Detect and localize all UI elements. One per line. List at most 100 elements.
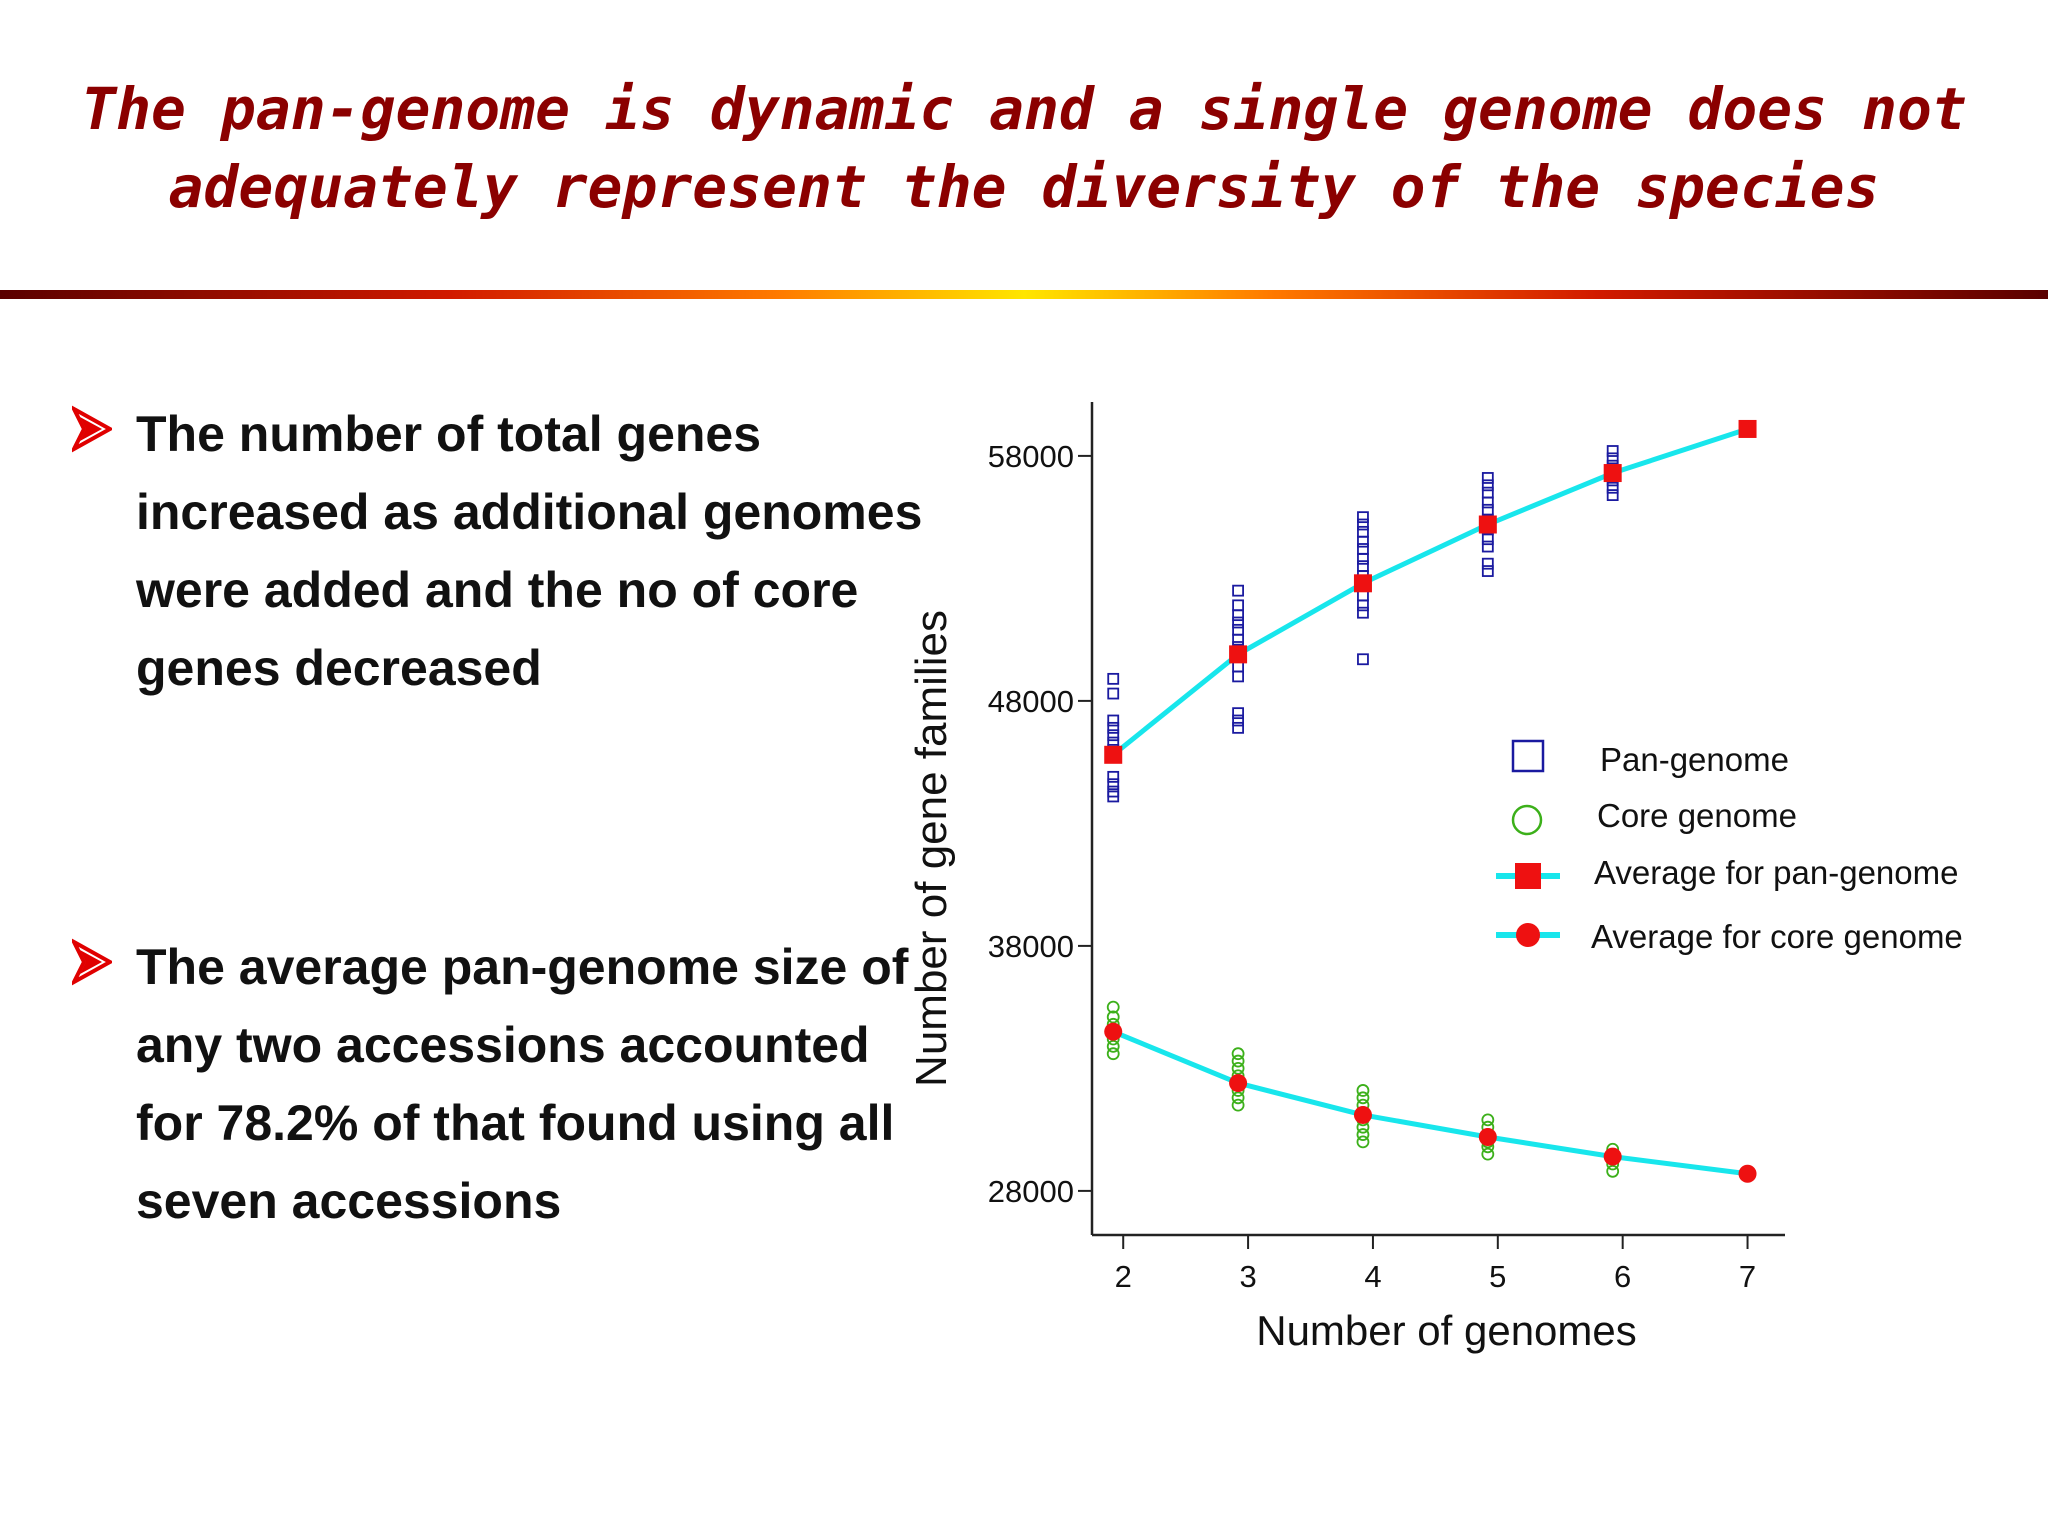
bullet-arrow-icon [72,405,112,453]
pan-genome-point [1357,552,1369,565]
core-genome-point [1106,1000,1120,1014]
core-genome-point [1231,1054,1245,1068]
pan-genome-point [1232,616,1244,629]
pan-genome-point [1357,606,1369,619]
pan-genome-point [1481,472,1494,484]
legend-average-pan-marker-icon [1515,863,1541,889]
average-pan-genome-marker [1603,464,1622,483]
bullet-text-1: The number of total genes increased as a… [136,406,923,696]
pan-genome-point [1107,714,1120,727]
slide-title-line-2: adequately represent the diversity of th… [168,153,1880,221]
legend-core-genome-icon [1511,804,1543,836]
slide-title-line-1: The pan-genome is dynamic and a single g… [81,75,1967,143]
pan-genome-point [1481,486,1494,499]
core-genome-point [1481,1147,1495,1161]
bullet-arrow-icon [72,938,112,986]
average-core-genome-line [1112,1029,1748,1177]
pan-genome-point [1232,707,1244,720]
pan-genome-point [1232,714,1244,727]
pan-genome-point [1107,721,1120,734]
average-pan-genome-marker [1353,574,1372,593]
core-genome-point [1356,1135,1370,1149]
y-tick-label: 48000 [988,684,1074,719]
x-tick-label: 6 [1614,1259,1631,1294]
average-core-genome-marker [1353,1105,1372,1124]
pan-genome-point [1481,540,1494,553]
pan-genome-point [1481,503,1494,516]
core-genome-point [1106,1039,1120,1053]
x-tick-label: 5 [1489,1259,1506,1294]
legend-label-core-genome: Core genome [1597,797,1797,834]
chart-axes: 28000 38000 48000 58000 2 3 4 5 6 7 [988,402,1785,1294]
core-genome-point [1356,1084,1370,1097]
x-tick-label: 4 [1364,1259,1381,1294]
pan-genome-point [1232,623,1244,636]
average-core-genome-marker [1603,1147,1622,1166]
pan-genome-point [1107,790,1120,803]
pan-genome-point [1232,584,1244,597]
chart-legend: Pan-genome Core genome Average for pan-g… [1496,739,1963,955]
average-core-genome-marker [1478,1128,1497,1146]
core-genome-point [1606,1164,1620,1178]
core-genome-point [1231,1047,1245,1061]
pan-genome-point [1232,670,1244,683]
pan-genome-point [1357,511,1369,524]
pan-genome-point [1481,496,1494,509]
pan-genome-point [1107,672,1120,685]
legend-pan-genome-icon [1511,739,1545,773]
pan-genome-point [1232,599,1244,612]
core-genome-point [1356,1128,1370,1141]
pan-genome-point [1357,518,1369,531]
pan-genome-point [1481,533,1494,546]
pan-genome-point [1357,560,1369,573]
legend-label-pan-genome: Pan-genome [1600,741,1789,778]
core-genome-point [1231,1091,1245,1105]
pan-genome-point [1606,481,1619,494]
average-core-genome-marker [1229,1074,1248,1093]
pan-genome-point [1357,525,1369,538]
y-tick-label: 58000 [988,439,1074,474]
pan-genome-point [1606,452,1619,465]
pan-genome-point [1107,687,1120,700]
y-axis-label: Number of gene families [907,610,956,1087]
pan-genome-point [1107,778,1120,791]
pan-genome-point [1481,557,1494,570]
pan-genome-point [1107,770,1120,783]
core-genome-point [1231,1062,1245,1075]
slide-title: The pan-genome is dynamic and a single g… [0,70,2048,226]
pan-genome-point [1357,653,1369,666]
average-pan-genome-marker [1738,419,1757,438]
y-tick-label: 28000 [988,1174,1074,1209]
average-pan-genome-marker [1229,645,1248,664]
average-core-genome-marker [1738,1164,1757,1183]
core-genome-point [1481,1113,1495,1127]
chart-series [1104,419,1757,1183]
pan-genome-point [1606,489,1619,501]
core-genome-point [1106,1010,1120,1024]
average-pan-genome-marker [1478,515,1497,534]
pan-genome-point [1357,535,1369,548]
bullet-text-2: The average pan-genome size of any two a… [136,939,909,1229]
legend-label-average-core: Average for core genome [1591,918,1963,955]
pan-genome-point [1107,729,1120,742]
legend-average-core-marker-icon [1516,923,1540,947]
average-pan-genome-line [1111,426,1749,757]
pan-genome-point [1606,445,1619,457]
average-core-genome-marker [1104,1022,1123,1041]
legend-label-average-pan: Average for pan-genome [1594,854,1958,891]
pan-genome-point [1232,609,1244,622]
pan-genome-point [1357,543,1369,555]
pan-genome-point [1481,479,1494,492]
x-tick-label: 2 [1115,1259,1132,1294]
pan-genome-point [1232,633,1244,646]
x-tick-label: 7 [1739,1259,1756,1294]
core-genome-point [1231,1098,1245,1112]
pan-genome-point [1357,599,1369,612]
average-pan-genome-marker [1104,745,1123,764]
x-tick-label: 3 [1239,1259,1256,1294]
pan-genome-point [1232,721,1244,734]
pan-genome-point [1481,565,1494,577]
x-axis-label: Number of genomes [1256,1307,1637,1354]
core-genome-point [1106,1047,1120,1061]
gene-families-chart: 28000 38000 48000 58000 2 3 4 5 6 7 Number of gen… [907,402,1963,1354]
